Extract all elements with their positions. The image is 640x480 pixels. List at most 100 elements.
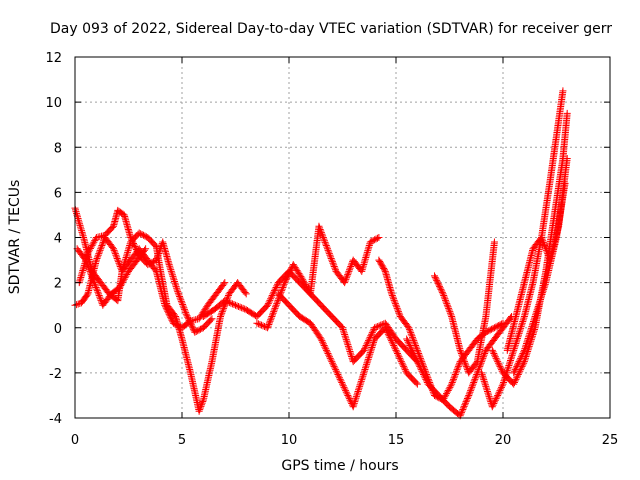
data-point <box>512 364 520 372</box>
data-point <box>400 364 408 372</box>
data-point <box>511 343 519 351</box>
series-sat-g <box>274 290 421 411</box>
data-point <box>322 346 330 354</box>
data-point <box>490 238 498 246</box>
data-point <box>92 256 100 264</box>
data-point <box>155 248 163 256</box>
data-point <box>517 353 525 361</box>
data-point <box>380 266 388 274</box>
data-point <box>443 388 451 396</box>
data-point <box>374 322 382 330</box>
data-point <box>338 379 346 387</box>
data-point <box>539 238 547 246</box>
data-point <box>400 362 408 370</box>
data-point <box>166 264 174 272</box>
data-point <box>356 381 364 389</box>
data-point <box>85 264 93 272</box>
data-point <box>520 346 528 354</box>
data-point <box>412 379 420 387</box>
data-point <box>367 345 375 353</box>
data-point <box>498 382 506 390</box>
data-point <box>270 288 278 296</box>
data-point <box>350 399 358 407</box>
data-point <box>171 320 179 328</box>
data-point <box>241 288 249 296</box>
data-point <box>536 297 544 305</box>
data-point <box>122 255 130 263</box>
data-point <box>416 362 424 370</box>
data-point <box>372 323 380 331</box>
y-tick-label: -2 <box>49 367 62 382</box>
data-point <box>125 245 133 253</box>
data-point <box>300 279 308 287</box>
data-point <box>461 399 469 407</box>
data-point <box>220 280 228 288</box>
data-point <box>512 338 520 346</box>
data-point <box>493 356 501 364</box>
data-point <box>362 252 370 260</box>
data-point <box>225 299 233 307</box>
data-point <box>431 273 439 281</box>
data-point <box>318 230 326 238</box>
data-point <box>343 339 351 347</box>
data-point <box>407 343 415 351</box>
data-point <box>397 356 405 364</box>
data-point <box>518 319 526 327</box>
data-point <box>116 283 124 291</box>
tick-labels: 0 5 10 15 20 25 -4 -2 0 2 4 6 8 10 12 <box>45 51 618 448</box>
data-point <box>319 338 327 346</box>
data-point <box>349 403 357 411</box>
data-point <box>452 369 460 377</box>
data-point <box>513 362 521 370</box>
data-point <box>119 277 127 285</box>
data-point <box>173 286 181 294</box>
data-point <box>297 273 305 281</box>
data-point <box>319 340 327 348</box>
data-point <box>167 267 175 275</box>
data-point <box>512 340 520 348</box>
data-point <box>221 279 229 287</box>
data-point <box>121 274 129 282</box>
data-point <box>93 254 101 262</box>
data-point <box>526 328 534 336</box>
data-point <box>221 297 229 305</box>
data-point <box>270 306 278 314</box>
data-point <box>364 355 372 363</box>
data-point <box>123 271 131 279</box>
data-point <box>79 267 87 275</box>
data-point <box>264 324 272 332</box>
data-point <box>353 389 361 397</box>
data-point <box>77 223 85 231</box>
data-point <box>298 274 306 282</box>
data-point <box>98 242 106 250</box>
data-point <box>511 341 519 349</box>
data-point <box>254 320 262 328</box>
data-point <box>418 367 426 375</box>
data-point <box>481 348 489 356</box>
data-point <box>166 262 174 270</box>
data-point <box>360 369 368 377</box>
data-point <box>539 287 547 295</box>
data-point <box>147 259 155 267</box>
data-point <box>520 348 528 356</box>
data-point <box>236 303 244 311</box>
data-point <box>408 332 416 340</box>
data-point <box>352 393 360 401</box>
data-point <box>491 353 499 361</box>
data-point <box>459 404 467 412</box>
data-point <box>344 341 352 349</box>
data-point <box>278 287 286 295</box>
data-point <box>268 292 276 300</box>
data-point <box>328 256 336 264</box>
data-point <box>264 322 272 330</box>
data-point <box>517 323 525 331</box>
data-point <box>464 393 472 401</box>
data-point <box>469 380 477 388</box>
data-point <box>186 318 194 326</box>
data-point <box>108 243 116 251</box>
data-point <box>169 319 177 327</box>
data-point <box>403 337 411 345</box>
data-point <box>515 358 523 366</box>
y-axis-label: SDTVAR / TECUs <box>7 180 23 295</box>
